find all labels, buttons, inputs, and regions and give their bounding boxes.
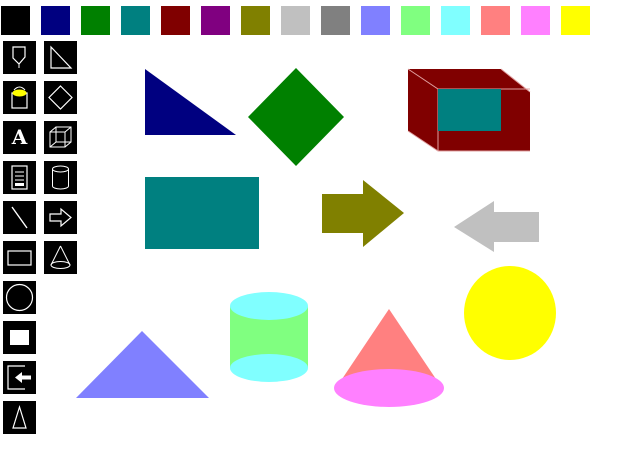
document-icon [11,165,28,190]
triangle-icon [12,404,27,429]
tool-right-triangle-button[interactable] [44,41,77,74]
palette-swatch[interactable] [521,6,550,35]
palette-swatch[interactable] [241,6,270,35]
circle-icon [5,283,34,312]
tool-filled-rectangle-button[interactable] [3,321,36,354]
cone-icon [50,245,71,269]
palette-swatch[interactable] [121,6,150,35]
tool-circle-button[interactable] [3,281,36,314]
arrow-right-icon [49,207,72,228]
palette-swatch[interactable] [1,6,30,35]
pen-icon [12,46,26,68]
palette-swatch[interactable] [441,6,470,35]
tool-document-button[interactable] [3,161,36,194]
exit-icon [7,365,31,390]
palette-swatch[interactable] [281,6,310,35]
navy-right-triangle[interactable] [145,69,236,135]
palette-swatch[interactable] [481,6,510,35]
tool-rectangle-button[interactable] [3,241,36,274]
pink-cone[interactable] [334,309,444,407]
green-diamond[interactable] [248,68,344,166]
palette-swatch[interactable] [41,6,70,35]
text-tool-glyph: A [11,125,28,149]
tool-triangle-button[interactable] [3,401,36,434]
tool-diamond-button[interactable] [44,81,77,114]
silver-arrow-left[interactable] [454,201,539,252]
cube-icon [49,126,72,148]
palette-swatch[interactable] [81,6,110,35]
tool-fill-button[interactable] [3,81,36,114]
color-palette [0,0,636,40]
tool-line-button[interactable] [3,201,36,234]
palette-swatch[interactable] [361,6,390,35]
right-triangle-icon [50,45,73,69]
cylinder-icon [52,165,69,190]
tool-freehand-button[interactable] [3,41,36,74]
palette-swatch[interactable] [561,6,590,35]
palette-swatch[interactable] [401,6,430,35]
palette-swatch[interactable] [321,6,350,35]
rectangle-icon [7,250,32,266]
olive-arrow-right[interactable] [322,180,404,247]
tool-arrow-button[interactable] [44,201,77,234]
filled-rectangle-icon [10,330,29,345]
green-cylinder[interactable] [230,292,308,382]
tool-cone-button[interactable] [44,241,77,274]
line-icon [11,206,28,229]
tool-exit-button[interactable] [3,361,36,394]
maroon-box[interactable] [407,68,531,152]
palette-swatch[interactable] [161,6,190,35]
yellow-circle[interactable] [464,266,556,360]
tool-text-button[interactable]: A [3,121,36,154]
paint-bucket-icon [11,86,28,109]
tool-cylinder-button[interactable] [44,161,77,194]
teal-rectangle[interactable] [145,177,259,249]
blue-triangle[interactable] [76,331,209,398]
diamond-icon [48,85,73,110]
tool-box-button[interactable] [44,121,77,154]
palette-swatch[interactable] [201,6,230,35]
